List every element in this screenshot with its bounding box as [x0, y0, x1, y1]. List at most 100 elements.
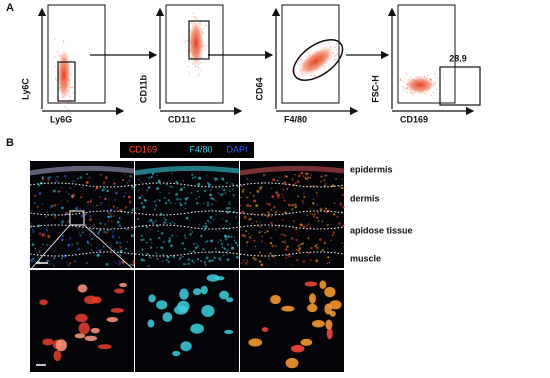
signal	[241, 185, 243, 187]
signal	[197, 195, 201, 198]
cell	[200, 285, 208, 295]
cell	[319, 280, 327, 290]
cell	[162, 312, 173, 323]
signal	[168, 239, 171, 243]
signal	[36, 252, 38, 254]
signal	[294, 182, 297, 185]
signal	[277, 196, 280, 199]
signal	[233, 239, 236, 242]
signal	[316, 204, 318, 206]
signal	[109, 188, 111, 191]
signal	[338, 222, 341, 226]
signal	[142, 238, 145, 241]
event-dot	[324, 66, 326, 68]
signal	[160, 232, 164, 235]
signal	[118, 224, 122, 228]
signal	[242, 234, 246, 238]
event-dot	[188, 72, 191, 74]
signal	[226, 258, 230, 261]
signal	[192, 250, 195, 253]
signal	[104, 223, 107, 226]
signal	[285, 175, 288, 178]
signal	[284, 211, 287, 214]
signal	[231, 246, 234, 250]
signal	[197, 183, 201, 186]
signal	[305, 172, 309, 176]
signal	[213, 256, 216, 259]
signal	[191, 231, 193, 233]
signal	[147, 176, 151, 180]
signal	[293, 227, 296, 230]
signal	[131, 185, 135, 189]
boundary	[29, 224, 135, 230]
signal	[255, 220, 258, 223]
signal	[246, 244, 249, 246]
signal	[178, 259, 180, 261]
signal	[66, 200, 69, 202]
event-dot	[334, 46, 336, 49]
signal	[269, 252, 272, 255]
signal	[268, 227, 270, 229]
signal	[145, 241, 148, 244]
signal	[248, 218, 250, 221]
signal	[170, 244, 173, 247]
signal	[51, 204, 54, 208]
event-dot	[313, 73, 316, 75]
signal	[295, 248, 299, 251]
signal	[79, 195, 83, 199]
signal	[240, 196, 243, 199]
signal	[260, 230, 263, 233]
signal	[48, 176, 51, 180]
signal	[162, 260, 164, 262]
event-dot	[57, 60, 59, 62]
signal	[266, 264, 268, 266]
event-dot	[403, 90, 405, 92]
signal	[49, 206, 52, 209]
signal	[118, 236, 121, 239]
signal	[226, 253, 229, 255]
signal	[285, 230, 287, 232]
signal	[270, 221, 273, 225]
signal	[136, 207, 139, 209]
signal	[103, 230, 106, 234]
signal	[219, 239, 222, 241]
signal	[310, 246, 313, 250]
signal	[98, 230, 101, 233]
signal	[149, 228, 151, 231]
signal	[61, 200, 63, 202]
signal	[91, 225, 94, 227]
stain-label: F4/80	[189, 144, 212, 154]
cell	[113, 288, 125, 294]
signal	[292, 179, 294, 181]
event-dot	[300, 58, 302, 60]
signal	[215, 199, 217, 201]
boundary	[134, 224, 240, 230]
event-dot	[336, 52, 338, 54]
cell	[172, 350, 181, 357]
gate	[439, 66, 481, 106]
signal	[325, 211, 328, 213]
signal	[202, 248, 205, 251]
signal	[151, 242, 153, 244]
signal	[266, 230, 269, 233]
signal	[275, 259, 277, 261]
signal	[93, 231, 95, 233]
signal	[131, 234, 134, 237]
signal	[123, 263, 125, 265]
signal	[268, 258, 270, 260]
event-dot	[184, 41, 186, 43]
signal	[114, 199, 116, 201]
signal	[160, 246, 164, 250]
signal	[335, 178, 338, 180]
signal	[140, 201, 144, 205]
signal	[80, 214, 84, 218]
signal	[95, 186, 99, 190]
signal	[73, 175, 75, 177]
signal	[283, 183, 286, 186]
signal	[166, 255, 170, 259]
signal	[230, 235, 233, 239]
signal	[217, 192, 220, 195]
cell	[190, 323, 205, 334]
signal	[255, 204, 259, 208]
signal	[307, 237, 310, 240]
